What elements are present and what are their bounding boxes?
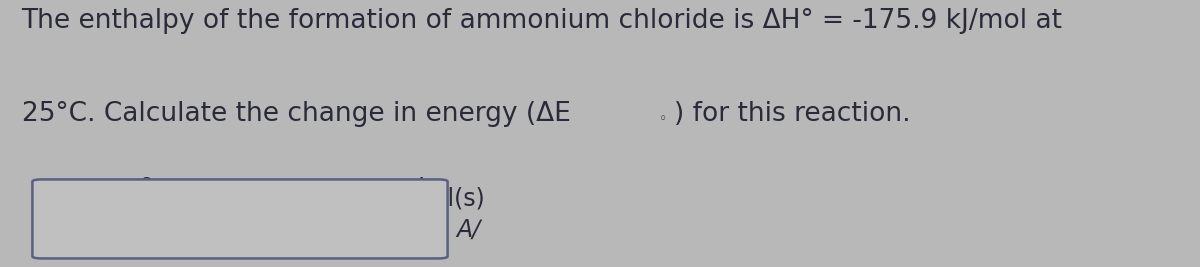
Text: ◦: ◦ — [659, 112, 667, 126]
Text: ) for this reaction.: ) for this reaction. — [674, 101, 911, 127]
Text: Cl(s): Cl(s) — [432, 187, 486, 211]
FancyBboxPatch shape — [32, 179, 448, 258]
Text: A∕: A∕ — [456, 218, 480, 242]
Text: The enthalpy of the formation of ammonium chloride is ΔH° = -175.9 kJ/mol at: The enthalpy of the formation of ammoniu… — [22, 8, 1063, 34]
Text: (g). + HCl(g) → NH: (g). + HCl(g) → NH — [160, 187, 379, 211]
Text: 4: 4 — [414, 176, 425, 194]
Text: 3: 3 — [142, 176, 152, 194]
Text: 25°C. Calculate the change in energy (ΔE: 25°C. Calculate the change in energy (ΔE — [22, 101, 570, 127]
Text: NH: NH — [96, 187, 132, 211]
